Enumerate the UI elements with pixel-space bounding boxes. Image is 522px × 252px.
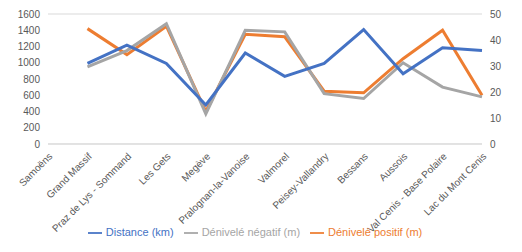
svg-text:Megève: Megève [179,150,212,183]
svg-text:Peisey-Vallandry: Peisey-Vallandry [270,151,330,211]
svg-text:400: 400 [23,106,40,117]
svg-text:Aussois: Aussois [377,151,410,184]
svg-text:Samoëns: Samoëns [17,151,55,189]
svg-text:Bessans: Bessans [335,151,370,186]
svg-text:Val Cenis - Base Polaire: Val Cenis - Base Polaire [365,150,449,234]
svg-text:1000: 1000 [18,57,41,68]
svg-text:Valmorel: Valmorel [256,151,291,186]
svg-text:Les Gets: Les Gets [137,151,173,187]
svg-text:Praz de Lys - Sommand: Praz de Lys - Sommand [50,151,133,234]
svg-text:50: 50 [490,9,502,20]
svg-text:Pralognan-la-Vanoise: Pralognan-la-Vanoise [176,150,252,226]
svg-text:20: 20 [490,87,502,98]
svg-text:30: 30 [490,61,502,72]
svg-text:Lac du Mont Cenis: Lac du Mont Cenis [422,151,489,218]
svg-text:200: 200 [23,122,40,133]
svg-text:0: 0 [34,139,40,150]
svg-text:1600: 1600 [18,9,41,20]
svg-text:800: 800 [23,74,40,85]
svg-text:40: 40 [490,35,502,46]
svg-text:1400: 1400 [18,25,41,36]
svg-text:600: 600 [23,90,40,101]
svg-text:1200: 1200 [18,41,41,52]
svg-text:10: 10 [490,113,502,124]
svg-text:0: 0 [490,139,496,150]
